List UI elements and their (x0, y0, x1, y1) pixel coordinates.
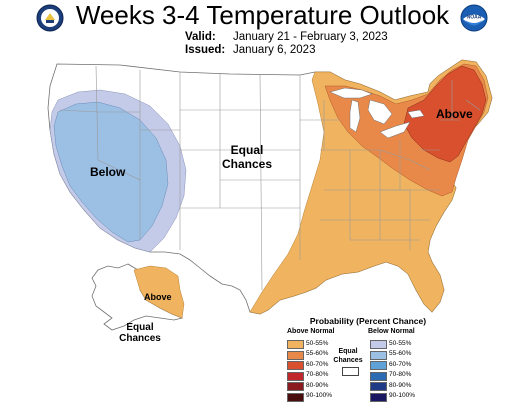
above-alaska-label: Above (144, 292, 172, 302)
legend-below-row-swatch (370, 371, 387, 381)
equal-chances-alaska-line1: Equal (126, 322, 154, 333)
legend-below-row-label: 70-80% (389, 371, 412, 378)
legend-equal-chances-label: Equal Chances (333, 347, 363, 365)
legend-equal-chances-swatch (342, 367, 359, 376)
equal-chances-center-line2: Chances (222, 157, 273, 171)
above-60-70-region (403, 65, 487, 163)
legend-above-row-swatch (287, 350, 304, 360)
state-boundaries (59, 65, 481, 291)
legend-above-row-label: 70-80% (306, 371, 329, 378)
legend-below-row-swatch (370, 340, 387, 349)
legend-above-row-label: 50-55% (306, 339, 329, 347)
legend-above-row-swatch (287, 371, 304, 381)
issued-row: Issued: January 6, 2023 (185, 44, 388, 57)
valid-value: January 21 - February 3, 2023 (233, 31, 388, 43)
legend-above-row-swatch (287, 392, 304, 402)
alaska-outline (91, 263, 184, 331)
noaa-logo-icon: NOAA (460, 4, 488, 32)
valid-row: Valid: January 21 - February 3, 2023 (185, 31, 388, 44)
legend-below-row-swatch (370, 392, 387, 402)
below-west-label: Below (90, 165, 126, 179)
lake-huron (367, 99, 393, 125)
legend-above-row-label: 60-70% (306, 360, 329, 368)
page-title: Weeks 3-4 Temperature Outlook (75, 0, 450, 30)
issued-label: Issued: (185, 44, 226, 56)
legend-equal-line2: Chances (333, 357, 363, 364)
legend-below-row-swatch (370, 382, 387, 391)
equal-chances-alaska-label: Equal Chances (118, 322, 162, 344)
below-55-60-region (53, 101, 169, 243)
lake-ontario (407, 109, 425, 119)
legend-title: Probability (Percent Chance) (309, 316, 427, 326)
issued-value: January 6, 2023 (233, 44, 316, 56)
legend-equal-line1: Equal (338, 348, 358, 355)
equal-chances-center-label: Equal Chances (222, 143, 272, 171)
legend-below-row-swatch (370, 350, 387, 360)
legend-below-row-label: 55-60% (389, 350, 412, 357)
lake-superior (329, 87, 373, 99)
noaa-logo-text: NOAA (467, 15, 482, 21)
date-block: Valid: January 21 - February 3, 2023 Issu… (185, 31, 388, 57)
legend-below-row-label: 50-55% (389, 339, 412, 347)
legend-above-row-swatch (287, 340, 304, 349)
legend-below-header: Below Normal (368, 328, 415, 335)
legend-below-row-swatch (370, 361, 387, 370)
lake-michigan (349, 99, 361, 133)
equal-chances-alaska-line2: Chances (119, 333, 161, 344)
above-northeast-label: Above (436, 107, 473, 121)
lake-erie (379, 121, 411, 139)
legend-above-row-swatch (287, 361, 304, 370)
alaska-above-region (133, 265, 185, 319)
legend-below-row-label: 90-100% (389, 392, 416, 399)
legend-above-row-label: 55-60% (306, 350, 329, 357)
legend-below-row-label: 80-90% (389, 381, 412, 389)
valid-label: Valid: (185, 31, 216, 43)
legend-above-row-label: 80-90% (306, 381, 329, 389)
legend-below-row-label: 60-70% (389, 360, 412, 368)
commerce-seal-icon (36, 4, 64, 32)
legend-above-row-label: 90-100% (306, 392, 333, 399)
legend-above-row-swatch (287, 382, 304, 391)
equal-chances-center-line1: Equal (230, 143, 264, 157)
legend-above-header: Above Normal (287, 328, 335, 335)
